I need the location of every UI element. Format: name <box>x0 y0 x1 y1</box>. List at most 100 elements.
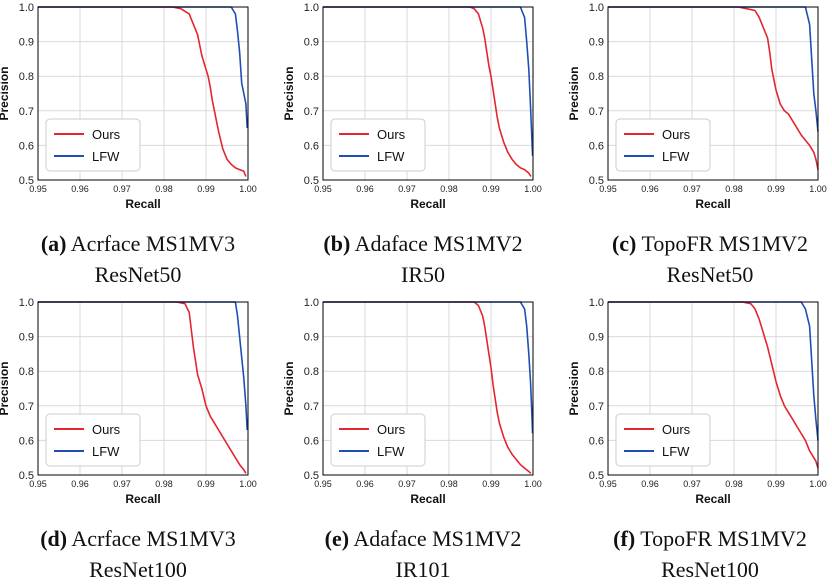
legend-label-ours: Ours <box>662 422 691 437</box>
subfigure-caption: (b) Adaface MS1MV2 IR50 <box>293 228 553 290</box>
x-tick-label: 0.99 <box>767 184 785 194</box>
subfigure-caption: (c) TopoFR MS1MV2 ResNet50 <box>580 228 832 290</box>
x-axis-label: Recall <box>695 197 730 211</box>
y-axis-label: Precision <box>282 361 296 415</box>
caption-title: TopoFR MS1MV2 <box>635 526 807 551</box>
y-tick-label: 1.0 <box>304 2 319 14</box>
axes-frame <box>322 301 534 476</box>
caption-letter: (b) <box>323 231 351 256</box>
x-axis-label: Recall <box>125 197 160 211</box>
x-tick-label: 0.97 <box>113 184 131 194</box>
y-tick-label: 0.7 <box>19 106 34 118</box>
legend <box>330 413 426 467</box>
axes-frame <box>37 6 249 181</box>
x-tick-label: 0.97 <box>683 184 701 194</box>
y-tick-label: 0.5 <box>589 470 604 482</box>
x-tick-label: 0.98 <box>725 184 743 194</box>
caption-line-2: ResNet50 <box>94 262 182 287</box>
y-tick-label: 0.9 <box>589 37 604 49</box>
y-tick-label: 0.8 <box>589 71 604 83</box>
y-tick-label: 0.5 <box>19 470 34 482</box>
y-axis-label: Precision <box>567 361 581 415</box>
series-line-lfw <box>38 6 248 129</box>
legend <box>615 413 711 467</box>
y-tick-label: 0.5 <box>304 470 319 482</box>
legend <box>45 118 141 172</box>
series-line-lfw <box>608 301 819 441</box>
axes-frame <box>37 301 249 476</box>
x-tick-label: 0.96 <box>71 479 89 489</box>
x-tick-label: 0.98 <box>440 184 458 194</box>
y-tick-label: 1.0 <box>19 2 34 14</box>
subfigure-caption: (d) Acrface MS1MV3 ResNet100 <box>8 523 268 585</box>
y-axis-label: Precision <box>282 66 296 120</box>
caption-title: Adaface MS1MV2 <box>350 231 523 256</box>
x-tick-label: 0.96 <box>641 184 659 194</box>
y-tick-label: 0.9 <box>19 332 34 344</box>
pr-chart-5: 0.95 0.96 0.97 0.98 0.99 1.00 0.5 0.6 0.7 0.8 0.9 1… <box>282 297 542 506</box>
series-line-ours <box>323 6 532 177</box>
caption-line-1: (d) Acrface MS1MV3 <box>8 523 268 554</box>
x-tick-label: 0.95 <box>314 184 332 194</box>
legend-label-ours: Ours <box>377 422 406 437</box>
y-tick-label: 0.7 <box>589 106 604 118</box>
series-line-ours <box>608 301 819 469</box>
y-tick-label: 0.8 <box>589 366 604 378</box>
y-tick-label: 0.9 <box>589 332 604 344</box>
axes-frame <box>607 6 819 181</box>
caption-line-1: (f) TopoFR MS1MV2 <box>580 523 832 554</box>
y-tick-label: 0.5 <box>589 175 604 187</box>
legend-label-lfw: LFW <box>92 149 120 164</box>
x-tick-label: 0.99 <box>482 184 500 194</box>
caption-line-2: ResNet50 <box>666 262 754 287</box>
x-axis-label: Recall <box>410 197 445 211</box>
caption-line-2: ResNet100 <box>89 557 187 582</box>
x-axis-label: Recall <box>695 492 730 506</box>
x-tick-label: 0.99 <box>197 479 215 489</box>
caption-letter: (d) <box>40 526 68 551</box>
pr-chart-6: 0.95 0.96 0.97 0.98 0.99 1.00 0.5 0.6 0.7 0.8 0.9 1… <box>567 297 827 506</box>
x-tick-label: 1.00 <box>524 479 542 489</box>
legend-label-ours: Ours <box>662 127 691 142</box>
x-tick-label: 0.97 <box>398 479 416 489</box>
legend <box>615 118 711 172</box>
series-line-lfw <box>323 6 534 156</box>
legend <box>330 118 426 172</box>
caption-letter: (a) <box>40 231 67 256</box>
series-line-lfw <box>323 301 534 434</box>
legend-label-lfw: LFW <box>662 444 690 459</box>
caption-line-2: ResNet100 <box>661 557 759 582</box>
series-line-ours <box>323 301 532 474</box>
x-tick-label: 1.00 <box>239 479 257 489</box>
caption-title: Acrface MS1MV3 <box>67 526 236 551</box>
pr-chart-1: 0.95 0.96 0.97 0.98 0.99 1.00 0.5 0.6 0.7 0.8 0.9 1… <box>0 2 257 211</box>
x-tick-label: 0.98 <box>440 479 458 489</box>
x-tick-label: 0.96 <box>356 184 374 194</box>
y-axis-label: Precision <box>567 66 581 120</box>
legend-label-lfw: LFW <box>377 149 405 164</box>
series-line-ours <box>38 301 247 474</box>
caption-line-2: IR50 <box>401 262 445 287</box>
y-tick-label: 0.6 <box>19 435 34 447</box>
series-line-ours <box>608 6 819 170</box>
x-tick-label: 0.95 <box>599 479 617 489</box>
y-tick-label: 0.6 <box>589 435 604 447</box>
caption-line-1: (b) Adaface MS1MV2 <box>293 228 553 259</box>
x-tick-label: 0.95 <box>314 479 332 489</box>
pr-chart-4: 0.95 0.96 0.97 0.98 0.99 1.00 0.5 0.6 0.7 0.8 0.9 1… <box>0 297 257 506</box>
series-line-lfw <box>38 301 248 431</box>
legend <box>45 413 141 467</box>
y-tick-label: 1.0 <box>589 2 604 14</box>
x-tick-label: 0.97 <box>398 184 416 194</box>
y-tick-label: 0.7 <box>304 106 319 118</box>
y-tick-label: 0.6 <box>304 435 319 447</box>
axes-frame <box>322 6 534 181</box>
caption-title: Adaface MS1MV2 <box>349 526 522 551</box>
subfigure-caption: (f) TopoFR MS1MV2 ResNet100 <box>580 523 832 585</box>
x-tick-label: 0.99 <box>482 479 500 489</box>
pr-chart-3: 0.95 0.96 0.97 0.98 0.99 1.00 0.5 0.6 0.7 0.8 0.9 1… <box>567 2 827 211</box>
caption-line-1: (a) Acrface MS1MV3 <box>8 228 268 259</box>
y-tick-label: 0.8 <box>19 71 34 83</box>
x-tick-label: 0.98 <box>155 184 173 194</box>
